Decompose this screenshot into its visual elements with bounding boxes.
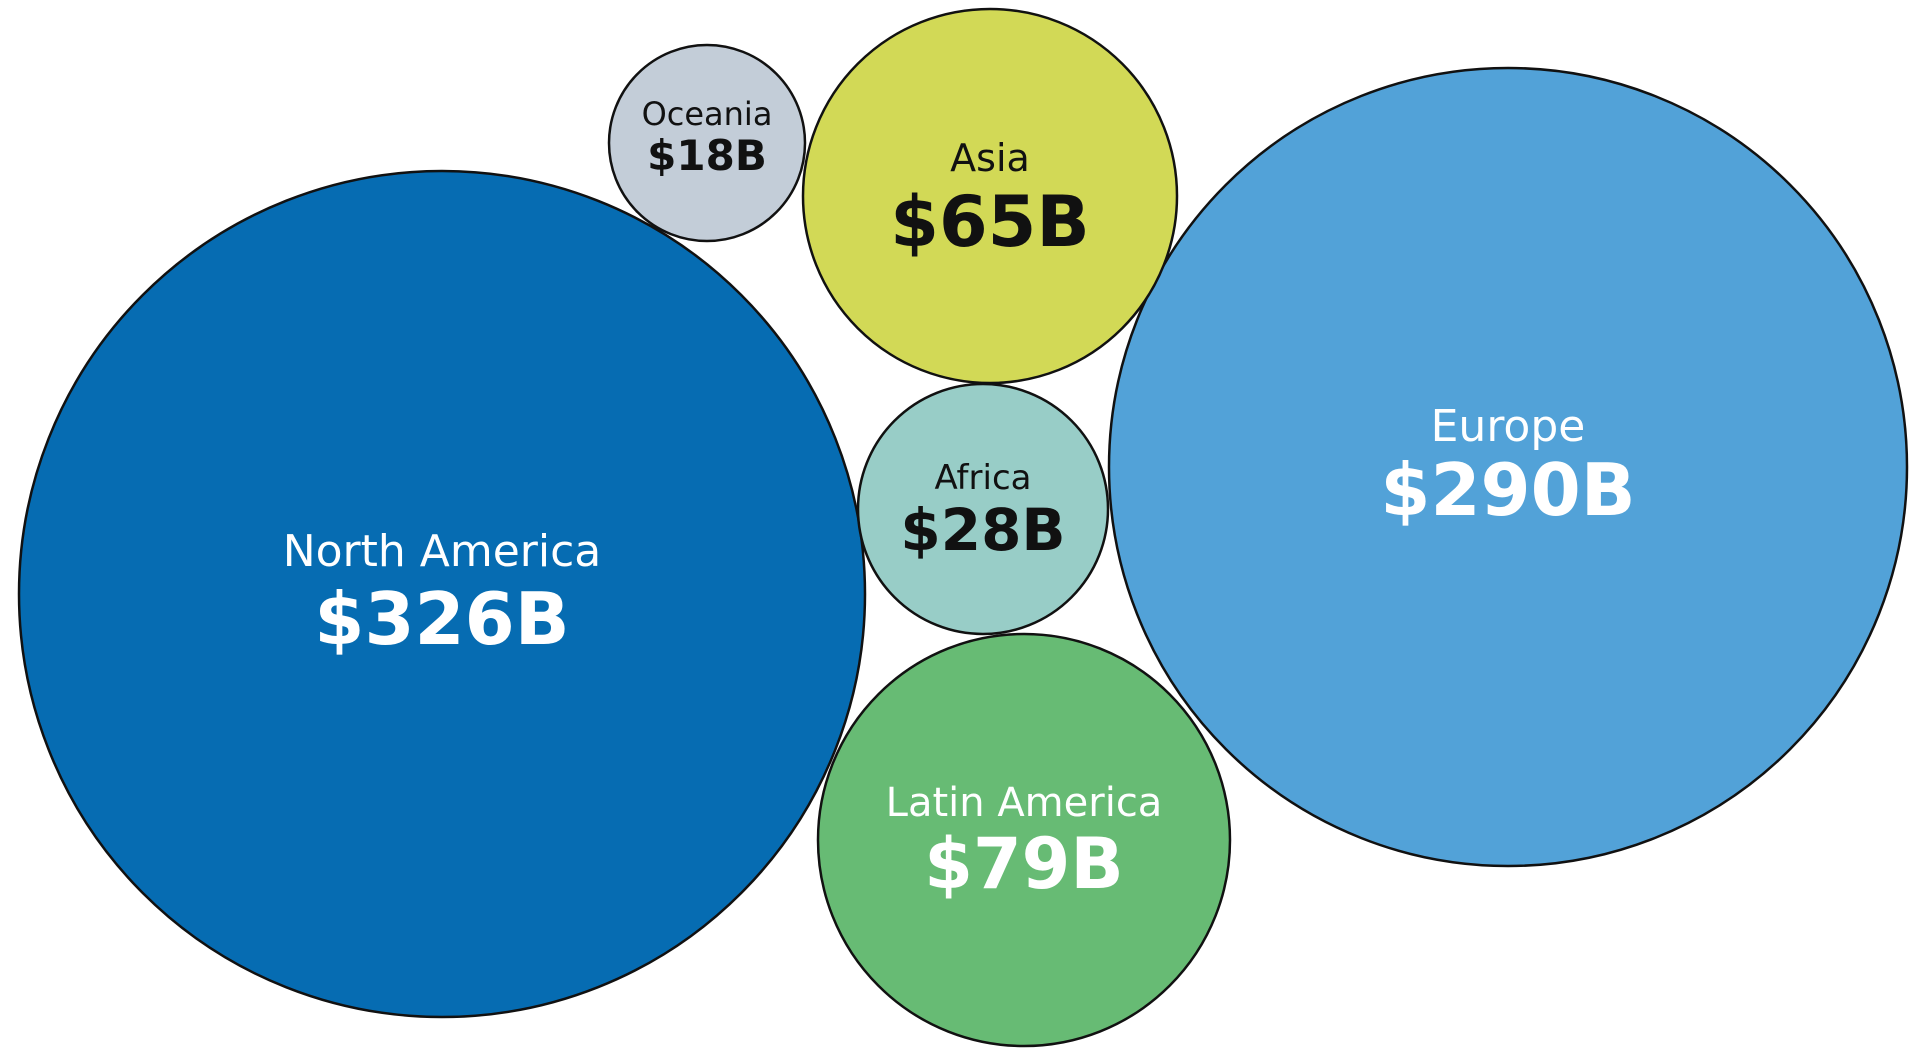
bubble-circle-latin-america bbox=[816, 632, 1232, 1048]
bubble-circle-africa bbox=[856, 382, 1110, 636]
bubble-north-america: North America$326B bbox=[17, 169, 867, 1019]
bubble-circle-europe bbox=[1107, 66, 1909, 868]
bubble-oceania: Oceania$18B bbox=[607, 43, 807, 243]
bubble-asia: Asia$65B bbox=[801, 7, 1179, 385]
bubble-circle-north-america bbox=[17, 169, 867, 1019]
value-label-north-america: $326B bbox=[314, 577, 569, 661]
region-label-oceania: Oceania bbox=[642, 95, 773, 133]
bubble-circle-oceania bbox=[607, 43, 807, 243]
bubble-latin-america: Latin America$79B bbox=[816, 632, 1232, 1048]
value-label-asia: $65B bbox=[890, 181, 1089, 263]
region-label-africa: Africa bbox=[935, 458, 1032, 498]
value-label-africa: $28B bbox=[900, 496, 1065, 564]
value-label-latin-america: $79B bbox=[924, 823, 1123, 905]
bubble-africa: Africa$28B bbox=[856, 382, 1110, 636]
region-label-north-america: North America bbox=[283, 526, 602, 577]
bubble-europe: Europe$290B bbox=[1107, 66, 1909, 868]
value-label-oceania: $18B bbox=[647, 131, 767, 180]
region-label-asia: Asia bbox=[950, 136, 1030, 180]
region-label-latin-america: Latin America bbox=[886, 780, 1163, 826]
value-label-europe: $290B bbox=[1380, 448, 1635, 532]
region-label-europe: Europe bbox=[1431, 401, 1586, 452]
